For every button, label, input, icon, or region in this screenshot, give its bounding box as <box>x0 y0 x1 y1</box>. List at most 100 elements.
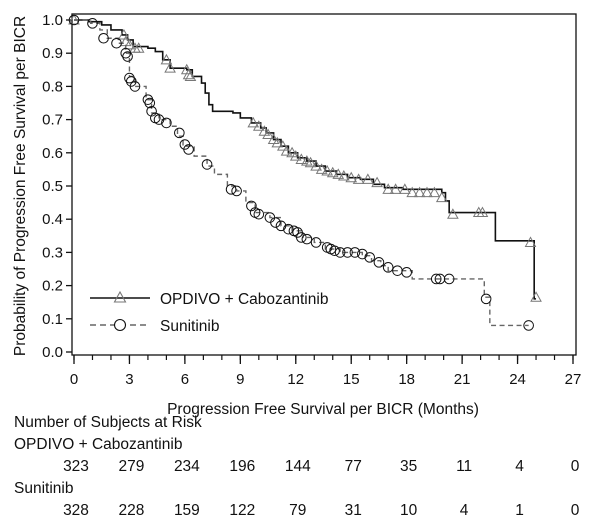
censor-marker-circle <box>270 217 281 228</box>
risk-count: 11 <box>456 458 473 475</box>
censor-marker-circle <box>357 248 368 260</box>
risk-count: 159 <box>173 502 200 519</box>
risk-count: 144 <box>284 458 311 475</box>
censor-marker-triangle <box>184 70 197 81</box>
y-tick-label: 0.9 <box>42 45 63 62</box>
risk-count: 4 <box>459 502 469 519</box>
censor-marker-triangle <box>247 116 260 128</box>
censor-marker-triangle <box>413 186 426 198</box>
risk-count: 79 <box>289 502 307 519</box>
censor-marker-circle <box>146 106 157 117</box>
censor-marker-triangle <box>123 38 136 50</box>
y-tick-label: 0.7 <box>42 112 63 129</box>
x-tick-label: 3 <box>125 371 133 388</box>
risk-count: 196 <box>229 458 256 475</box>
censor-marker-triangle <box>160 53 173 65</box>
censor-marker-circle <box>329 245 340 257</box>
censor-marker-circle <box>382 262 394 273</box>
censor-marker-circle <box>129 81 141 92</box>
censor-marker-circle <box>334 247 346 258</box>
censor-marker-triangle <box>398 183 411 194</box>
censor-marker-triangle <box>447 208 459 219</box>
censor-marker-triangle <box>524 236 537 247</box>
censor-marker-circle <box>122 51 133 62</box>
censor-marker-triangle <box>271 136 284 148</box>
censor-marker-circle <box>111 37 122 49</box>
censor-marker-triangle <box>362 173 374 184</box>
legend-marker-circle-icon <box>113 318 127 332</box>
censor-marker-triangle <box>132 42 145 53</box>
curves <box>68 13 542 331</box>
y-tick-label: 0.4 <box>42 211 63 228</box>
censor-marker-circle <box>401 267 412 278</box>
censor-marker-circle <box>153 114 165 125</box>
y-tick-label: 0.6 <box>42 145 63 162</box>
censor-marker-circle <box>430 273 442 285</box>
risk-table-title: Number of Subjects at Risk <box>14 414 202 431</box>
censor-marker-triangle <box>382 183 395 194</box>
plot-frame <box>71 13 577 356</box>
risk-count: 328 <box>63 502 89 519</box>
km-chart: 0 3 6 9 12 15 18 21 24 27 0.0 0.1 0.2 0.3 0.4 0.5 0.6 0.7… <box>12 12 581 418</box>
censor-marker-circle <box>283 223 294 235</box>
curve-sunitinib <box>74 19 529 327</box>
risk-count: 323 <box>63 458 89 475</box>
y-tick-label: 0.0 <box>42 344 63 361</box>
censor-marker-triangle <box>476 206 489 218</box>
censor-marker-circle <box>301 233 313 245</box>
y-tick-label: 0.3 <box>42 244 63 261</box>
censor-marker-triangle <box>182 68 195 80</box>
censor-marker-triangle <box>421 186 433 198</box>
risk-count: 31 <box>344 502 362 519</box>
risk-count: 228 <box>118 502 145 519</box>
x-tick-label: 6 <box>181 371 189 388</box>
censor-marker-triangle <box>435 191 448 203</box>
risk-count: 35 <box>400 458 418 475</box>
censor-marker-circle <box>342 247 353 258</box>
x-tick-label: 0 <box>70 371 78 388</box>
censor-marker-triangle <box>315 163 328 174</box>
risk-count: 4 <box>515 458 524 475</box>
x-tick-label: 27 <box>565 371 582 388</box>
censor-marker-triangle <box>295 153 308 164</box>
censor-marker-circle <box>225 184 237 195</box>
censor-marker-circle <box>161 117 172 129</box>
censor-marker-circle <box>201 159 213 170</box>
axes: 0 3 6 9 12 15 18 21 24 27 0.0 0.1 0.2 0.3 0.4 0.5 0.6 0.7… <box>42 12 581 388</box>
legend-marker-triangle-icon <box>113 290 127 303</box>
censor-marker-triangle <box>262 128 274 140</box>
censor-marker-circle <box>144 97 156 109</box>
legend-label-sunitinib: Sunitinib <box>160 318 219 335</box>
censor-marker-triangle <box>406 186 419 198</box>
censor-marker-triangle <box>389 183 402 194</box>
censor-marker-circle <box>349 247 361 258</box>
y-axis-title: Probability of Progression Free Survival… <box>12 16 29 356</box>
risk-row-label-opdivo: OPDIVO + Cabozantinib <box>14 436 183 453</box>
censor-marker-triangle <box>164 62 176 73</box>
y-tick-label: 0.8 <box>42 78 63 95</box>
censor-marker-circle <box>275 220 287 232</box>
censor-marker-circle <box>231 185 242 197</box>
censor-marker-circle <box>253 208 265 220</box>
censor-marker-circle <box>310 237 322 248</box>
censor-marker-triangle <box>337 170 350 181</box>
x-tick-label: 18 <box>398 371 415 388</box>
censor-marker-circle <box>246 200 257 212</box>
risk-count: 77 <box>344 458 362 475</box>
censor-marker-circle <box>373 257 385 268</box>
risk-count: 0 <box>570 458 580 475</box>
censor-marker-triangle <box>310 160 322 171</box>
y-tick-label: 0.2 <box>42 278 63 295</box>
y-tick-label: 0.5 <box>42 178 63 195</box>
censor-marker-circle <box>183 144 194 155</box>
censor-marker-circle <box>480 293 492 305</box>
censor-marker-circle <box>296 232 307 243</box>
censor-marker-triangle <box>352 173 365 184</box>
censor-marker-triangle <box>276 140 289 151</box>
risk-count: 279 <box>118 458 145 475</box>
censor-marker-triangle <box>321 165 334 176</box>
censor-marker-triangle <box>252 120 265 131</box>
censor-marker-triangle <box>371 176 383 188</box>
censor-marker-circle <box>68 14 80 26</box>
censor-marker-triangle <box>428 186 441 198</box>
